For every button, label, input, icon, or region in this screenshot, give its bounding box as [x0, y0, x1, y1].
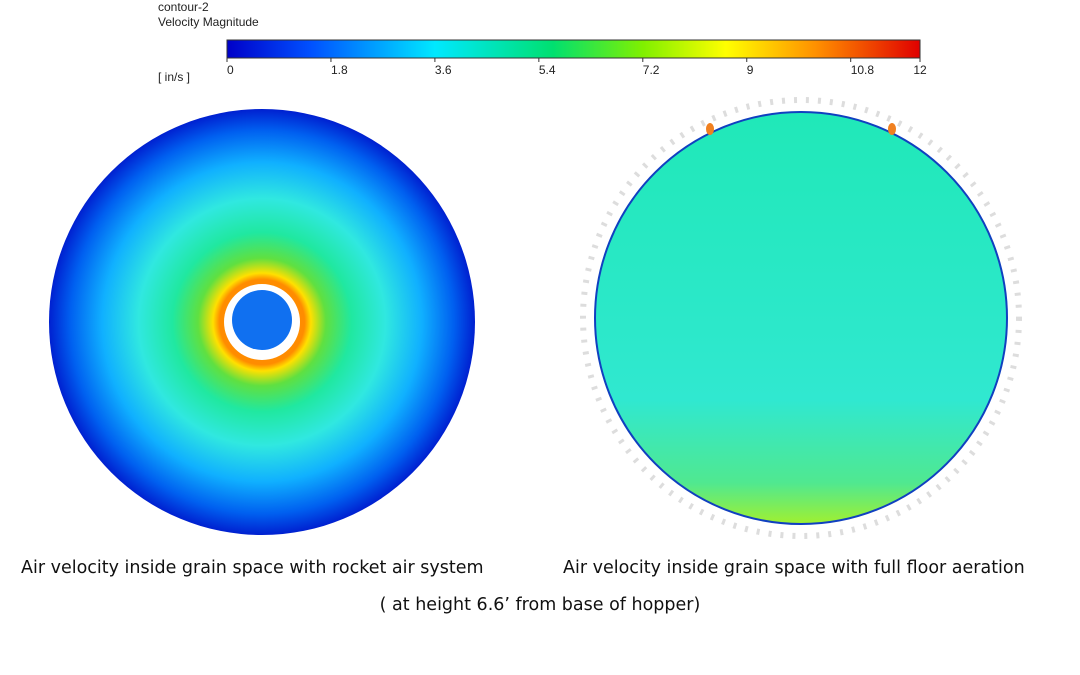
floor-contour — [594, 111, 1008, 525]
caption-note: ( at height 6.6’ from base of hopper) — [380, 595, 701, 615]
colorbar-title: contour-2 — [158, 0, 209, 14]
tick-label: 12 — [913, 63, 927, 77]
colorbar — [226, 39, 921, 59]
colorbar-quantity: Velocity Magnitude — [158, 15, 259, 29]
tick-label: 0 — [227, 63, 234, 77]
hot-spot — [888, 123, 896, 135]
tick-label: 5.4 — [539, 63, 556, 77]
tick-label: 9 — [747, 63, 754, 77]
caption-left: Air velocity inside grain space with roc… — [21, 558, 484, 578]
tick-label: 7.2 — [643, 63, 660, 77]
tick-label: 1.8 — [331, 63, 348, 77]
hot-spot — [706, 123, 714, 135]
tick-label: 10.8 — [851, 63, 875, 77]
caption-right: Air velocity inside grain space with ful… — [563, 558, 1025, 578]
tick-label: 3.6 — [435, 63, 452, 77]
rocket-core — [232, 290, 292, 350]
outer-ring — [580, 97, 1022, 539]
colorbar-unit: [ in/s ] — [158, 70, 190, 84]
